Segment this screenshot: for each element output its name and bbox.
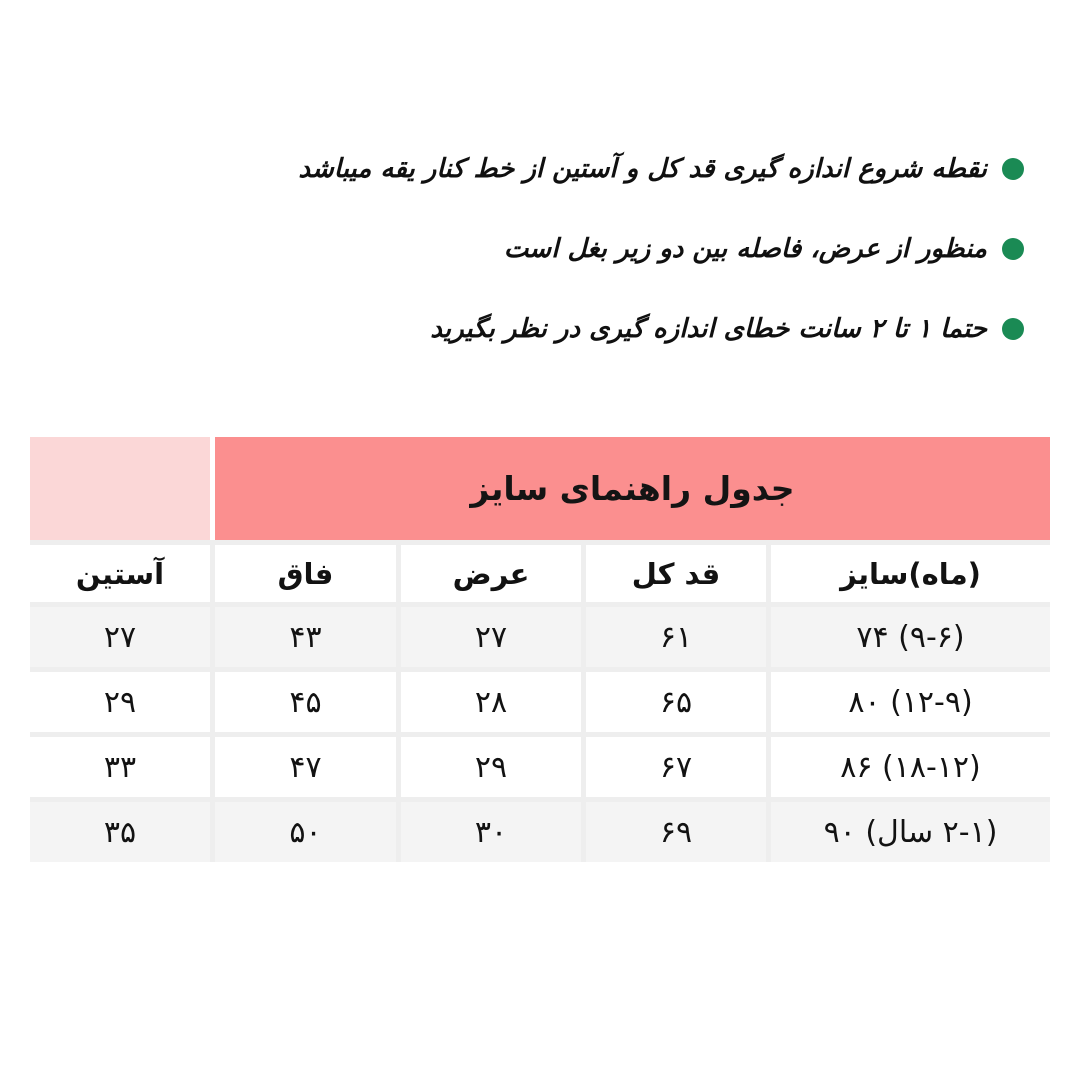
cell-sleeve: ۳۵ (30, 802, 210, 862)
cell-size: (۱۲-۹) ۸۰ (771, 672, 1050, 732)
header-rise: فاق (215, 545, 396, 602)
bullet-text: نقطه شروع اندازه گیری قد کل و آستین از خ… (298, 154, 987, 184)
cell-rise: ۴۷ (215, 737, 396, 797)
header-total-length: قد کل (586, 545, 766, 602)
cell-sleeve: ۲۹ (30, 672, 210, 732)
cell-rise: ۴۵ (215, 672, 396, 732)
band-seam (210, 437, 215, 540)
bullet-item: حتما ۱ تا ۲ سانت خطای اندازه گیری در نظر… (430, 308, 1024, 350)
cell-width: ۲۹ (401, 737, 581, 797)
band-empty-cell (30, 437, 210, 540)
cell-total-length: ۶۷ (586, 737, 766, 797)
table-title: جدول راهنمای سایز (215, 437, 1050, 540)
bullet-dot-icon (1002, 238, 1024, 260)
cell-size: (۱۸-۱۲) ۸۶ (771, 737, 1050, 797)
cell-sleeve: ۳۳ (30, 737, 210, 797)
cell-size: (۲-۱ سال) ۹۰ (771, 802, 1050, 862)
bullet-text: حتما ۱ تا ۲ سانت خطای اندازه گیری در نظر… (430, 314, 987, 344)
bullet-text: منظور از عرض، فاصله بین دو زیر بغل است (503, 234, 987, 264)
size-guide-table: جدول راهنمای سایز (ماه)سایز قد کل عرض فا… (30, 437, 1050, 862)
cell-width: ۲۸ (401, 672, 581, 732)
header-sleeve: آستین (30, 545, 210, 602)
cell-total-length: ۶۱ (586, 607, 766, 667)
cell-size: (۹-۶) ۷۴ (771, 607, 1050, 667)
cell-width: ۲۷ (401, 607, 581, 667)
header-size-month: (ماه)سایز (771, 545, 1050, 602)
bullet-list: نقطه شروع اندازه گیری قد کل و آستین از خ… (298, 148, 1024, 350)
bullet-dot-icon (1002, 318, 1024, 340)
cell-total-length: ۶۵ (586, 672, 766, 732)
header-width: عرض (401, 545, 581, 602)
cell-width: ۳۰ (401, 802, 581, 862)
bullet-item: منظور از عرض، فاصله بین دو زیر بغل است (504, 228, 1024, 270)
bullet-item: نقطه شروع اندازه گیری قد کل و آستین از خ… (298, 148, 1024, 190)
bullet-dot-icon (1002, 158, 1024, 180)
cell-sleeve: ۲۷ (30, 607, 210, 667)
cell-rise: ۴۳ (215, 607, 396, 667)
cell-rise: ۵۰ (215, 802, 396, 862)
cell-total-length: ۶۹ (586, 802, 766, 862)
